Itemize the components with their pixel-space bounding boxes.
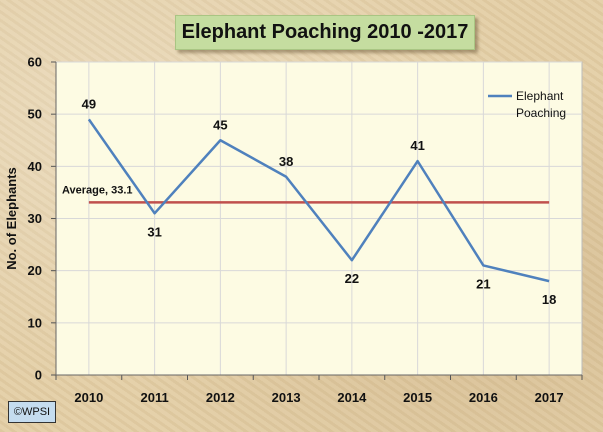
y-tick-label: 60 xyxy=(28,55,42,70)
chart-title-box: Elephant Poaching 2010 -2017 xyxy=(175,15,475,50)
y-axis-tick-labels: 0 10 20 30 40 50 60 xyxy=(28,55,42,383)
x-axis-tick-labels: 2010 2011 2012 2013 2014 2015 2016 2017 xyxy=(74,390,563,405)
data-label: 41 xyxy=(410,138,424,153)
x-tick-label: 2013 xyxy=(272,390,301,405)
data-label: 45 xyxy=(213,117,227,132)
gridlines xyxy=(56,61,582,375)
axes xyxy=(51,61,583,380)
chart-title: Elephant Poaching 2010 -2017 xyxy=(181,21,469,43)
y-tick-label: 20 xyxy=(28,263,42,278)
x-tick-label: 2010 xyxy=(74,390,103,405)
legend-label-continued: Poaching xyxy=(516,106,566,120)
data-label: 18 xyxy=(542,292,556,307)
x-tick-label: 2012 xyxy=(206,390,235,405)
x-tick-label: 2011 xyxy=(141,390,169,405)
legend: Elephant Poaching xyxy=(488,89,566,120)
series-line-elephant-poaching xyxy=(87,118,550,283)
y-tick-label: 10 xyxy=(28,315,42,330)
data-labels: 49 31 45 38 22 41 21 18 xyxy=(82,96,557,307)
x-tick-label: 2017 xyxy=(535,390,564,405)
average-label: Average, 33.1 xyxy=(62,184,133,196)
data-label: 49 xyxy=(82,96,96,111)
legend-label: Elephant xyxy=(516,89,564,103)
data-label: 22 xyxy=(345,271,359,286)
y-tick-label: 40 xyxy=(28,159,42,174)
data-label: 21 xyxy=(476,276,490,291)
x-tick-label: 2016 xyxy=(469,390,498,405)
y-axis-title: No. of Elephants xyxy=(4,167,19,270)
y-tick-label: 0 xyxy=(35,368,42,383)
copyright-badge: ©WPSI xyxy=(8,401,56,423)
data-label: 31 xyxy=(147,224,161,239)
y-tick-label: 30 xyxy=(28,211,42,226)
y-tick-label: 50 xyxy=(28,107,42,122)
x-tick-label: 2014 xyxy=(337,390,367,405)
x-tick-label: 2015 xyxy=(403,390,432,405)
data-label: 38 xyxy=(279,154,293,169)
series-group xyxy=(87,118,550,283)
